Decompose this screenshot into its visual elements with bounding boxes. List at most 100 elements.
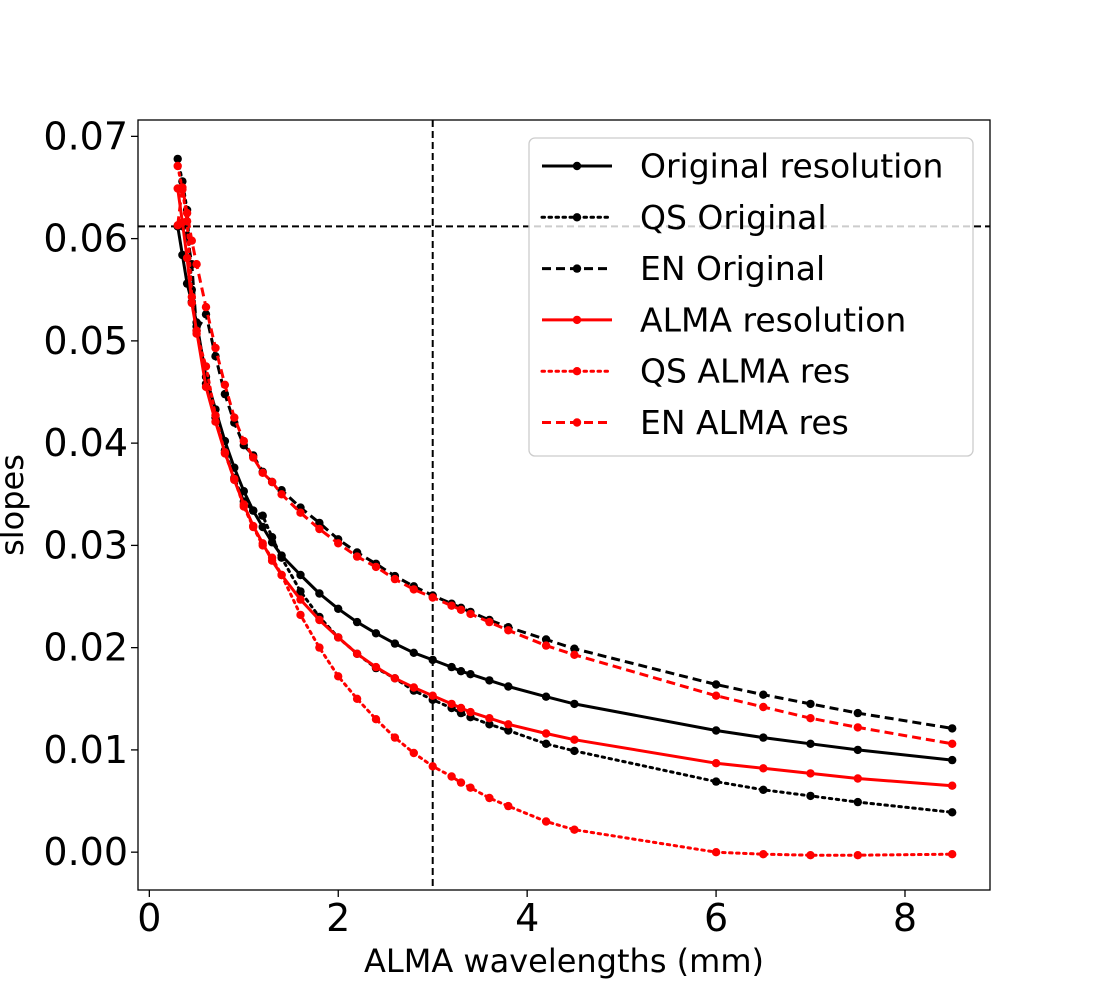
x-axis-label: ALMA wavelengths (mm) <box>364 942 764 980</box>
legend-entry: EN ALMA res <box>542 403 849 442</box>
data-point <box>220 380 230 389</box>
legend-entry: EN Original <box>542 249 825 288</box>
legend-label: QS Original <box>640 198 827 237</box>
data-point <box>182 208 192 218</box>
series-line <box>177 224 953 730</box>
data-point <box>570 699 579 709</box>
data-point <box>249 506 258 515</box>
data-point <box>249 522 258 532</box>
legend-entry: ALMA resolution <box>542 300 906 339</box>
data-point <box>371 715 381 724</box>
data-point <box>409 585 418 594</box>
data-point <box>504 726 513 735</box>
data-point <box>570 825 579 834</box>
x-tick-label: 4 <box>515 896 539 940</box>
data-point <box>230 474 239 484</box>
data-point <box>258 511 267 520</box>
data-point <box>296 595 305 604</box>
data-point <box>428 655 437 665</box>
data-point <box>352 552 362 561</box>
y-tick-label: 0.00 <box>43 830 128 874</box>
legend-label: EN ALMA res <box>640 403 849 442</box>
data-point <box>570 746 579 756</box>
data-point <box>948 808 957 817</box>
data-point <box>277 570 286 580</box>
data-point <box>334 539 343 548</box>
data-point <box>759 850 768 859</box>
data-point <box>371 629 381 638</box>
data-point <box>267 533 277 542</box>
data-point <box>711 777 721 786</box>
data-point <box>277 553 286 562</box>
data-point <box>390 639 400 648</box>
data-point <box>390 574 400 584</box>
legend-label: ALMA resolution <box>640 300 906 339</box>
data-point <box>315 589 324 598</box>
data-point <box>201 362 211 371</box>
y-tick-label: 0.05 <box>43 319 128 363</box>
data-point <box>485 676 494 685</box>
data-point <box>211 343 220 353</box>
legend-entry: QS ALMA res <box>540 352 850 391</box>
data-point <box>711 726 721 735</box>
legend-entry: QS Original <box>540 198 827 237</box>
legend-marker <box>572 264 582 273</box>
data-point <box>315 643 324 652</box>
data-point <box>334 633 343 642</box>
y-tick-label: 0.06 <box>43 217 128 261</box>
x-tick-label: 6 <box>704 896 728 940</box>
data-point <box>352 649 362 658</box>
data-point <box>428 691 437 700</box>
data-point <box>267 553 277 562</box>
data-point <box>390 674 400 683</box>
data-point <box>352 694 362 703</box>
data-point <box>485 714 494 723</box>
data-point <box>711 691 721 700</box>
legend: Original resolution QS Original EN Origina… <box>528 137 974 457</box>
data-point <box>759 702 768 712</box>
x-tick-label: 0 <box>137 896 161 940</box>
data-point <box>853 745 862 755</box>
data-point <box>456 667 466 676</box>
data-point <box>485 793 494 803</box>
y-tick-label: 0.03 <box>43 523 128 567</box>
data-point <box>456 605 466 614</box>
data-point <box>201 382 211 392</box>
data-point <box>187 292 196 302</box>
series-line <box>176 164 954 857</box>
data-point <box>211 411 220 420</box>
data-point <box>371 662 381 672</box>
data-point <box>759 785 768 794</box>
x-tick-label: 2 <box>326 896 350 940</box>
series-layer <box>173 154 957 860</box>
y-axis: 0.00 0.01 0.02 0.03 0.04 0.05 0.06 0.07 <box>43 114 138 874</box>
data-point <box>428 593 437 602</box>
data-point <box>192 329 201 338</box>
data-point <box>948 781 957 790</box>
legend-marker <box>572 367 582 376</box>
data-point <box>853 851 862 860</box>
legend-label: Original resolution <box>640 147 943 186</box>
data-point <box>504 626 513 635</box>
data-point <box>711 759 721 768</box>
data-point <box>948 724 957 733</box>
data-point <box>711 680 721 689</box>
data-point <box>334 672 343 681</box>
legend-box <box>528 137 974 457</box>
legend-label: EN Original <box>640 249 825 288</box>
data-point <box>173 154 182 164</box>
x-tick-label: 8 <box>893 896 917 940</box>
data-point <box>258 468 267 477</box>
data-point <box>806 739 815 748</box>
data-point <box>409 683 418 692</box>
data-point <box>447 772 456 781</box>
data-point <box>239 436 248 446</box>
data-point <box>541 641 551 650</box>
data-point <box>296 508 305 517</box>
data-point <box>409 748 418 758</box>
data-point <box>296 587 305 596</box>
data-point <box>541 817 551 826</box>
data-point <box>258 541 267 550</box>
series-line <box>176 186 953 746</box>
y-tick-label: 0.07 <box>43 114 128 158</box>
